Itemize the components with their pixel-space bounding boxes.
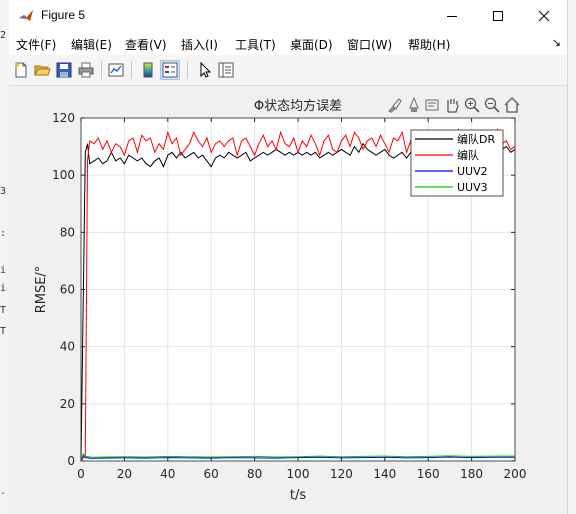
edge-fragment: 2 xyxy=(0,30,7,41)
brush-icon[interactable] xyxy=(385,96,403,114)
menu-insert[interactable]: 插入(I) xyxy=(181,38,218,52)
x-tick-label: 20 xyxy=(117,467,132,481)
chart-title: Φ状态均方误差 xyxy=(254,98,342,114)
series-line-3 xyxy=(80,452,515,462)
menu-view[interactable]: 查看(V) xyxy=(125,38,167,52)
print-icon[interactable] xyxy=(77,61,95,79)
edge-fragment: i xyxy=(0,265,7,276)
toolbar-separator xyxy=(101,61,102,79)
legend-label-0: 编队DR xyxy=(457,132,495,146)
menu-window[interactable]: 窗口(W) xyxy=(347,38,393,52)
figure-toolbar xyxy=(9,55,567,86)
maximize-button[interactable] xyxy=(475,0,521,32)
axes-toolbar xyxy=(375,94,525,116)
x-tick-label: 200 xyxy=(504,467,527,481)
x-tick-label: 140 xyxy=(373,467,396,481)
maximize-icon xyxy=(493,11,503,21)
new-figure-icon[interactable] xyxy=(12,61,30,79)
edge-fragment: i xyxy=(0,283,7,294)
minimize-icon xyxy=(447,16,457,17)
x-tick-label: 120 xyxy=(330,467,353,481)
x-tick-label: 80 xyxy=(247,467,262,481)
y-tick-label: 20 xyxy=(60,397,75,411)
y-tick-label: 120 xyxy=(52,111,75,125)
edge-fragment: T xyxy=(0,305,7,316)
title-bar[interactable]: Figure 5 xyxy=(9,0,567,32)
y-tick-label: 100 xyxy=(52,168,75,182)
open-file-icon[interactable] xyxy=(33,61,51,79)
legend-label-2: UUV2 xyxy=(457,165,488,178)
y-tick-label: 60 xyxy=(60,283,75,297)
window-title: Figure 5 xyxy=(41,8,86,22)
menu-file[interactable]: 文件(F) xyxy=(16,38,57,52)
legend-label-1: 编队 xyxy=(457,148,479,162)
home-icon[interactable] xyxy=(503,96,521,114)
background-window-edge xyxy=(567,0,576,514)
matlab-logo-icon xyxy=(19,10,33,21)
dock-figure-icon[interactable]: ↘ xyxy=(551,36,561,49)
zoom-out-icon[interactable] xyxy=(483,96,501,114)
property-inspector-icon[interactable] xyxy=(217,61,235,79)
pan-icon[interactable] xyxy=(443,96,461,114)
y-tick-label: 0 xyxy=(67,454,75,468)
x-tick-label: 40 xyxy=(160,467,175,481)
y-axis-label: RMSE/° xyxy=(34,266,49,314)
edit-plot-icon[interactable] xyxy=(195,61,213,79)
legend-box xyxy=(410,129,504,197)
y-tick-label: 40 xyxy=(60,340,75,354)
x-tick-label: 180 xyxy=(460,467,483,481)
rotate-icon[interactable] xyxy=(423,96,441,114)
x-tick-label: 60 xyxy=(204,467,219,481)
series-line-2 xyxy=(80,454,515,462)
menu-edit[interactable]: 编辑(E) xyxy=(71,38,112,52)
minimize-button[interactable] xyxy=(429,0,475,32)
insert-colorbar-icon[interactable] xyxy=(139,61,157,79)
y-tick-label: 80 xyxy=(60,225,75,239)
edge-fragment: T xyxy=(0,326,7,337)
zoom-in-icon[interactable] xyxy=(463,96,481,114)
edge-fragment: - xyxy=(0,488,7,499)
menu-bar: 文件(F) 编辑(E) 查看(V) 插入(I) 工具(T) 桌面(D) 窗口(W… xyxy=(9,32,567,55)
menu-help[interactable]: 帮助(H) xyxy=(408,38,451,52)
x-axis-label: t/s xyxy=(290,488,306,503)
x-tick-label: 0 xyxy=(77,467,85,481)
edge-fragment: 3 xyxy=(0,186,7,197)
insert-legend-icon[interactable] xyxy=(160,60,180,80)
save-icon[interactable] xyxy=(55,61,73,79)
toolbar-separator xyxy=(187,61,188,79)
legend-label-3: UUV3 xyxy=(457,181,488,194)
menu-tools[interactable]: 工具(T) xyxy=(235,38,276,52)
data-tips-icon[interactable] xyxy=(405,96,423,114)
edge-fragment: : xyxy=(0,228,7,239)
close-button[interactable] xyxy=(521,0,567,32)
close-icon xyxy=(538,10,550,22)
menu-desktop[interactable]: 桌面(D) xyxy=(290,38,333,52)
x-tick-label: 160 xyxy=(417,467,440,481)
link-plot-icon[interactable] xyxy=(107,61,125,79)
toolbar-separator xyxy=(131,61,132,79)
x-tick-label: 100 xyxy=(287,467,310,481)
